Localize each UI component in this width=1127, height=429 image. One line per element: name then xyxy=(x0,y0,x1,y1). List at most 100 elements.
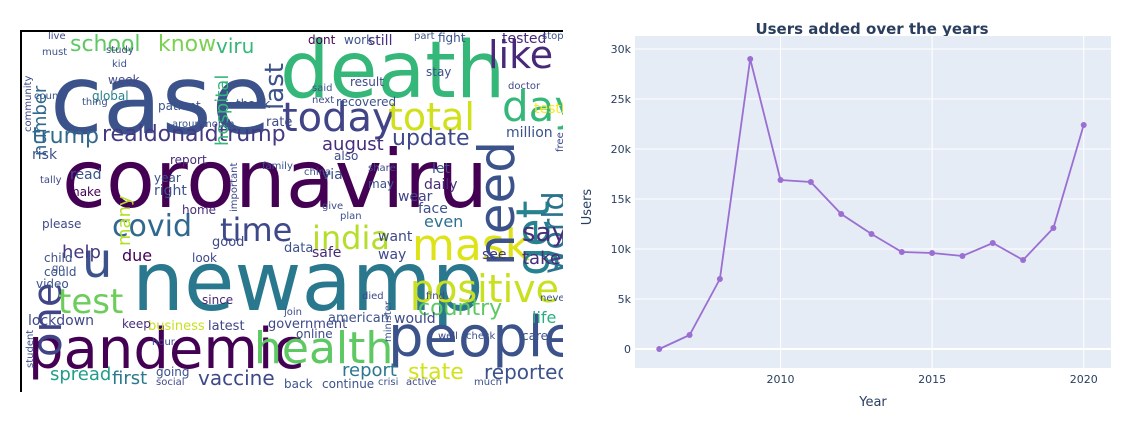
word-cloud-word: still xyxy=(368,33,393,49)
word-cloud-word: died xyxy=(362,291,384,302)
data-point xyxy=(838,211,845,217)
data-point xyxy=(1080,122,1087,128)
word-cloud-word: doctor xyxy=(508,81,541,92)
word-cloud-word: health xyxy=(254,323,394,374)
word-cloud-word: school xyxy=(70,32,141,57)
data-point xyxy=(1050,225,1057,231)
word-cloud-word: mask xyxy=(412,220,531,271)
y-tick-label: 5k xyxy=(618,293,632,306)
word-cloud-word: good xyxy=(212,235,245,250)
data-point xyxy=(989,240,996,246)
word-cloud-word: rate xyxy=(266,115,293,130)
word-cloud-word: share xyxy=(368,163,396,174)
word-cloud-word: american xyxy=(328,311,389,326)
data-point xyxy=(959,253,966,259)
word-cloud-word: join xyxy=(284,307,303,318)
word-cloud-word: latest xyxy=(208,319,245,334)
word-cloud-word: must xyxy=(42,47,68,58)
word-cloud-word: realdonaldtrump xyxy=(102,122,286,147)
word-cloud-word: due xyxy=(122,246,153,265)
word-cloud-word: even xyxy=(424,212,464,231)
users-line-chart: Users added over the years 0 5k 10k 15k 20k 25… xyxy=(575,12,1120,417)
data-point xyxy=(777,177,784,183)
y-tick-label: 20k xyxy=(611,143,632,156)
word-cloud-word: child xyxy=(44,251,73,265)
data-point xyxy=(929,250,936,256)
word-cloud-word: vaccine xyxy=(198,366,275,390)
x-tick-label: 2020 xyxy=(1070,373,1098,386)
word-cloud-word: give xyxy=(322,201,344,212)
word-cloud-word: social xyxy=(156,377,185,388)
word-cloud-word: home xyxy=(182,203,217,217)
word-cloud-word: via xyxy=(322,167,343,183)
word-cloud-word: part xyxy=(414,31,435,42)
word-cloud-word: viru xyxy=(216,34,255,58)
word-cloud-word: live xyxy=(48,31,66,42)
word-cloud-word: report xyxy=(170,153,207,167)
word-cloud-word: study xyxy=(106,45,134,56)
word-cloud-word: case xyxy=(50,44,271,156)
word-cloud-word: crisi xyxy=(378,377,399,388)
word-cloud-word: risk xyxy=(32,147,58,163)
word-cloud-word: much xyxy=(474,377,502,388)
data-point xyxy=(716,276,723,282)
word-cloud-word: time xyxy=(220,211,293,249)
data-point xyxy=(656,346,663,352)
word-cloud-word: dont xyxy=(308,33,336,47)
word-cloud-word: update xyxy=(392,126,470,151)
word-cloud-word: tested xyxy=(502,31,547,47)
word-cloud-word: test xyxy=(58,282,124,322)
word-cloud-word: life xyxy=(532,308,557,327)
word-cloud-word: recovered xyxy=(336,95,397,109)
word-cloud-word: work xyxy=(344,33,374,47)
word-cloud-word: fight xyxy=(438,31,466,45)
word-cloud-word: family xyxy=(262,161,293,172)
word-cloud-word: covid xyxy=(112,209,192,244)
y-tick-label: 10k xyxy=(611,243,632,256)
y-tick-label: 0 xyxy=(624,343,631,356)
word-cloud-word: pandemic xyxy=(28,317,305,382)
word-cloud-word: china xyxy=(304,167,332,178)
word-cloud: case death coronaviru newamp pandemic people h… xyxy=(20,30,563,392)
word-cloud-word: going xyxy=(156,365,190,379)
word-cloud-word: important xyxy=(229,162,240,212)
word-cloud-word: plan xyxy=(340,211,362,222)
word-cloud-word: positive xyxy=(410,267,560,311)
x-axis-title: Year xyxy=(858,395,887,410)
word-cloud-word: see xyxy=(482,247,507,263)
y-tick-label: 25k xyxy=(611,93,632,106)
word-cloud-word: death xyxy=(280,30,506,116)
word-cloud-word: read xyxy=(70,167,102,183)
word-cloud-word: thank xyxy=(236,97,271,111)
word-cloud-word: kid xyxy=(112,59,127,70)
word-cloud-word: community xyxy=(23,75,34,132)
word-cloud-word: today xyxy=(282,95,396,141)
word-cloud-word: online xyxy=(296,327,333,341)
word-cloud-word: next xyxy=(312,95,335,106)
word-cloud-word: global xyxy=(92,89,129,103)
word-cloud-word: since xyxy=(202,293,234,307)
word-cloud-word: look xyxy=(192,251,217,265)
word-cloud-word: state xyxy=(408,360,464,385)
word-cloud-word: video xyxy=(36,277,69,291)
word-cloud-word: august xyxy=(322,134,384,155)
x-tick-label: 2015 xyxy=(918,373,946,386)
data-point xyxy=(686,332,693,338)
word-cloud-word: india xyxy=(312,219,390,257)
y-axis-title: Users xyxy=(580,189,595,226)
word-cloud-word: data xyxy=(284,241,314,256)
data-point xyxy=(747,56,754,62)
word-cloud-word: minister xyxy=(383,300,394,342)
word-cloud-word: keep xyxy=(122,317,151,331)
word-cloud-word: week xyxy=(108,73,140,87)
word-cloud-word: help xyxy=(62,242,101,263)
word-cloud-word: total xyxy=(388,95,475,139)
word-cloud-word: trump xyxy=(32,124,100,149)
word-cloud-word: stay xyxy=(426,65,452,79)
word-cloud-word: people xyxy=(388,305,563,370)
word-cloud-word: million xyxy=(506,125,553,141)
word-cloud-word: daily xyxy=(424,177,458,193)
word-cloud-word: testing xyxy=(534,101,563,117)
data-point xyxy=(898,249,905,255)
word-cloud-word: month xyxy=(202,119,235,130)
